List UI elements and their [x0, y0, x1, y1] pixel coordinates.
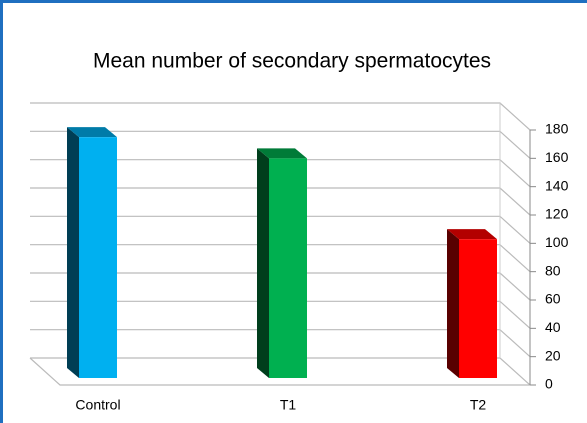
bar	[459, 239, 497, 378]
floor-edge	[29, 357, 530, 386]
y-tick-label: 160	[545, 149, 569, 165]
y-tick-label: 60	[545, 291, 561, 307]
y-tick-label: 180	[545, 121, 569, 137]
x-tick-label: T1	[280, 397, 297, 413]
y-tick-label: 20	[545, 347, 561, 363]
y-tick-label: 80	[545, 262, 561, 278]
bar-top	[67, 127, 117, 138]
bar-top	[257, 148, 307, 159]
y-tick-label: 40	[545, 319, 561, 335]
bar-top	[447, 229, 497, 240]
y-tick-label: 0	[545, 376, 553, 392]
y-tick-label: 100	[545, 234, 569, 250]
bar	[269, 158, 307, 378]
bar-side	[257, 148, 269, 378]
x-tick-label: Control	[75, 397, 120, 413]
bar-side	[67, 127, 79, 379]
x-tick-label: T2	[470, 397, 487, 413]
y-tick-label: 140	[545, 177, 569, 193]
bar	[79, 137, 117, 378]
bar-side	[447, 229, 459, 378]
chart-title: Mean number of secondary spermatocytes	[93, 50, 491, 73]
y-tick-label: 120	[545, 206, 569, 222]
